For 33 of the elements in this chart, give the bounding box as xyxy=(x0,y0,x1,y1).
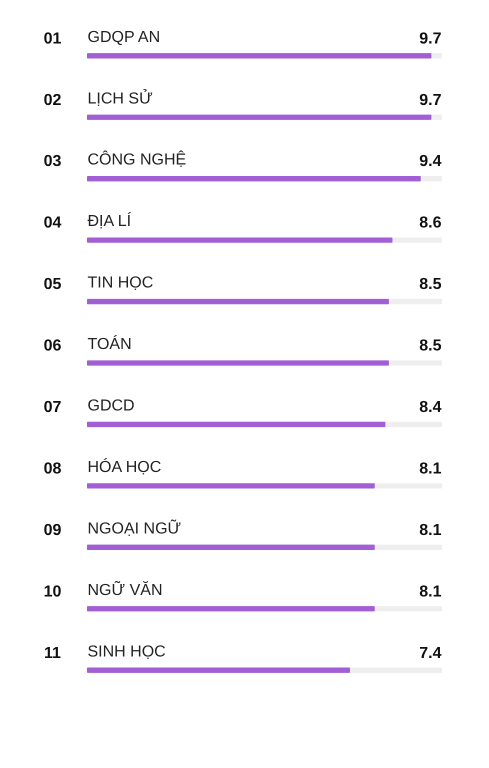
text: 03 xyxy=(44,153,62,170)
data-label: 8.5 xyxy=(419,276,442,294)
data-label: 9.7 xyxy=(419,92,442,109)
text: 06 xyxy=(44,338,62,355)
data-label: 9.7 xyxy=(419,30,442,48)
text: 10 xyxy=(44,583,62,600)
y-tick-label: ĐỊA LÍ xyxy=(88,212,132,230)
data-label: 8.5 xyxy=(419,338,442,355)
data-label: 8.6 xyxy=(419,214,442,232)
y-tick-label: TOÁN xyxy=(88,335,132,354)
text: 01 xyxy=(44,30,62,48)
data-label: 7.4 xyxy=(419,644,442,662)
y-tick-label: SINH HỌC xyxy=(88,643,166,660)
y-tick-label: HÓA HỌC xyxy=(88,458,162,476)
text: 08 xyxy=(44,460,62,478)
y-tick-label: LỊCH SỬ xyxy=(88,88,153,108)
data-label: 8.1 xyxy=(419,583,442,600)
y-tick-label: CÔNG NGHỆ xyxy=(88,150,186,169)
data-label: 8.1 xyxy=(419,522,442,539)
text: 02 xyxy=(44,92,62,109)
y-tick-label: NGOẠI NGỮ xyxy=(88,518,182,538)
text: 05 xyxy=(44,276,62,294)
data-label: 8.4 xyxy=(419,399,442,416)
y-tick-label: NGỮ VĂN xyxy=(88,580,163,599)
text: 04 xyxy=(44,214,62,232)
y-tick-label: TIN HỌC xyxy=(88,274,154,292)
data-label: 9.4 xyxy=(419,153,442,170)
text: 11 xyxy=(44,644,62,662)
text: 09 xyxy=(44,522,62,539)
text: 07 xyxy=(44,399,62,416)
y-tick-label: GDQP AN xyxy=(88,28,160,46)
data-label: 8.1 xyxy=(419,460,442,478)
y-tick-label: GDCD xyxy=(88,398,135,415)
